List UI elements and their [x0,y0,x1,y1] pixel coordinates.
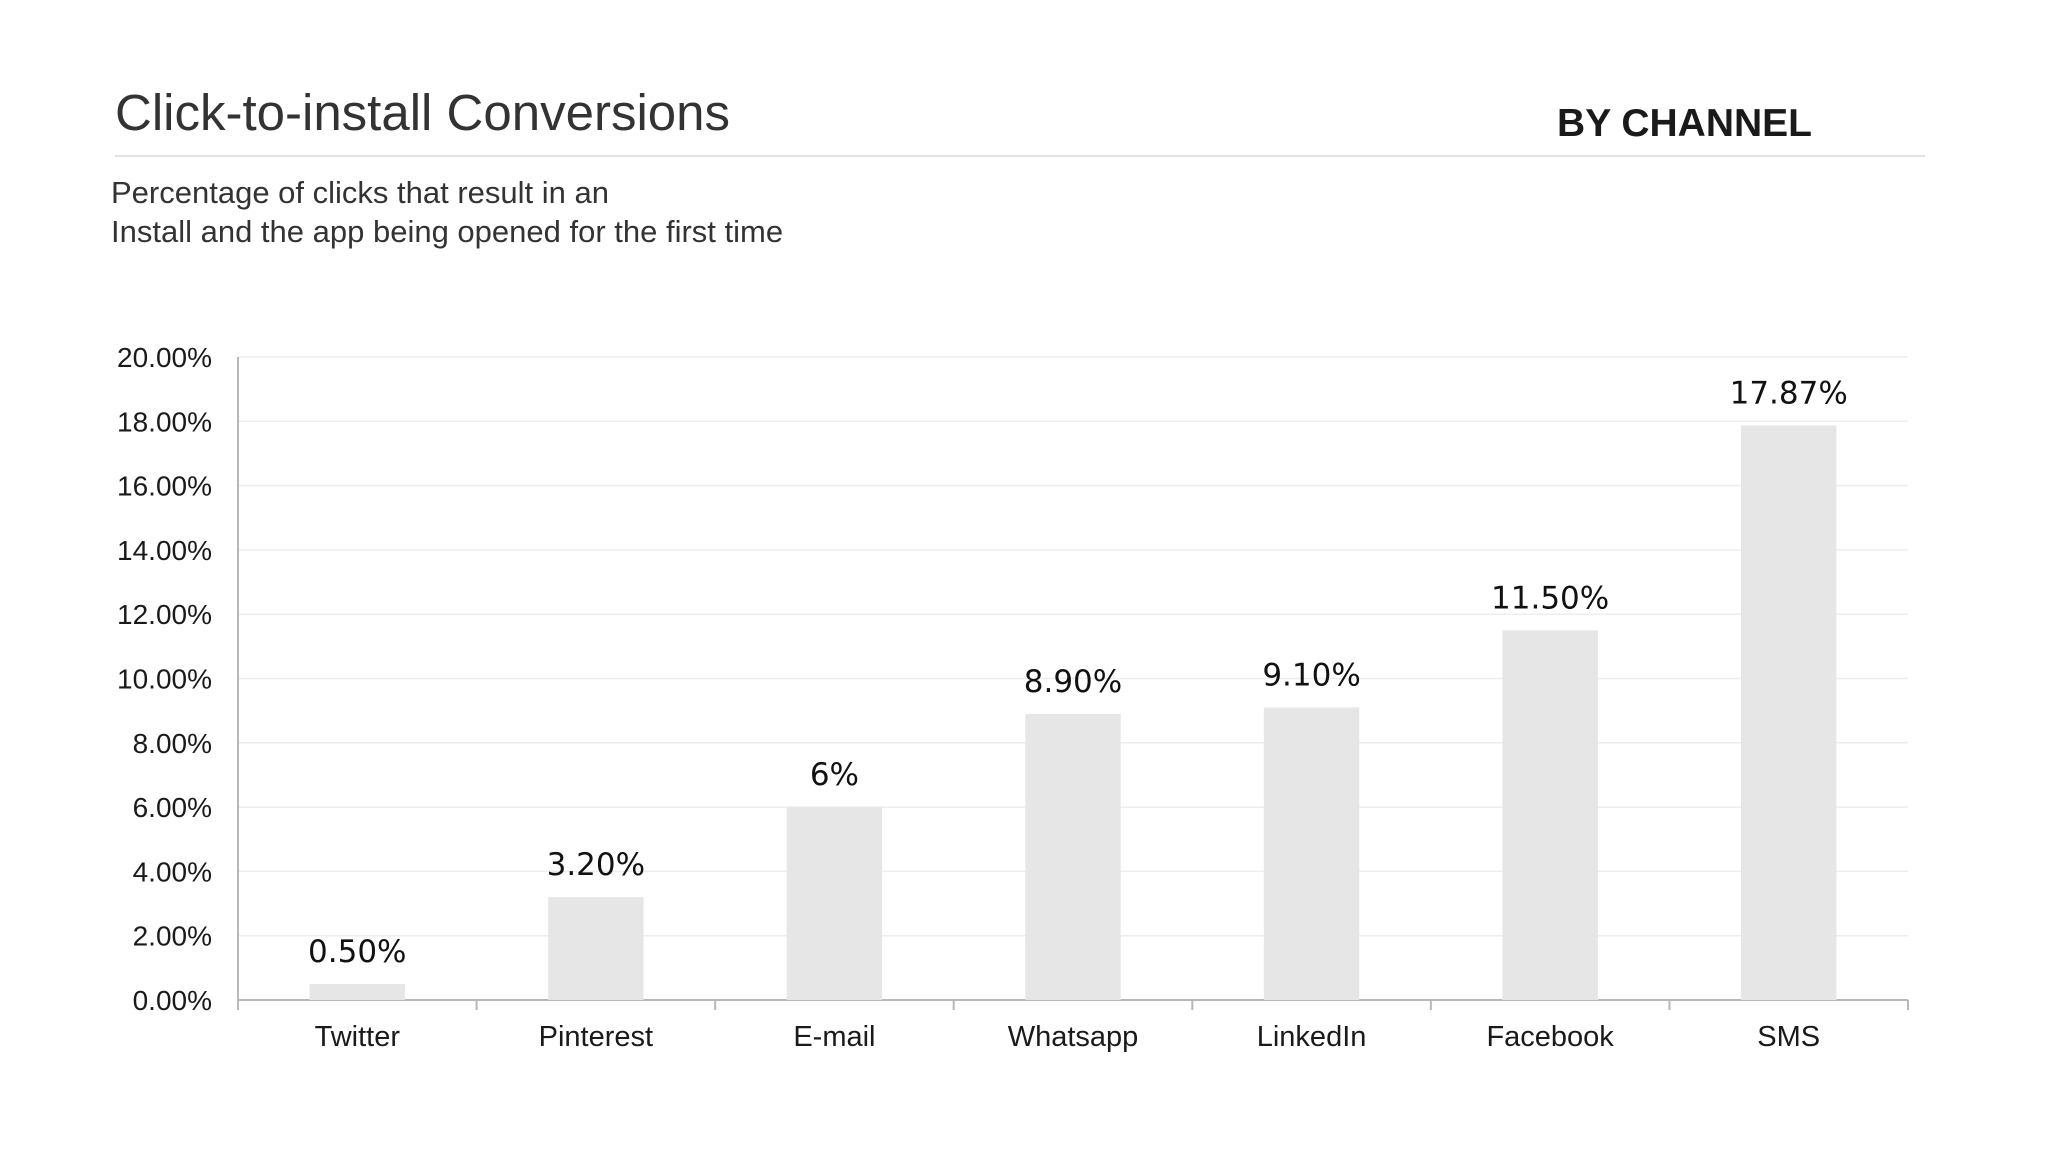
title-divider [115,155,1925,157]
y-tick-label: 10.00% [117,664,212,695]
chart-title: Click-to-install Conversions [115,84,731,141]
bar-pinterest [548,897,644,1000]
chart-subtitle: Percentage of clicks that result in an I… [111,173,783,251]
data-label: 6% [810,757,859,793]
bar-facebook [1502,630,1598,1000]
x-tick-label: E-mail [793,1021,875,1053]
x-tick-label: Facebook [1486,1021,1614,1053]
data-label: 8.90% [1024,664,1122,700]
y-tick-label: 4.00% [133,856,212,887]
y-tick-label: 16.00% [117,471,212,502]
y-tick-label: 6.00% [133,792,212,823]
bar-whatsapp [1025,713,1121,1000]
y-tick-label: 18.00% [117,406,212,437]
bar-sms [1741,425,1837,1000]
subtitle-line-2: Install and the app being opened for the… [111,214,784,249]
y-tick-label: 14.00% [117,535,212,566]
y-tick-label: 8.00% [133,728,212,759]
y-tick-label: 20.00% [117,342,212,373]
subtitle-line-1: Percentage of clicks that result in an [111,175,609,210]
y-tick-label: 0.00% [133,985,212,1016]
data-label: 0.50% [308,934,406,970]
data-label: 17.87% [1730,375,1848,411]
data-label: 3.20% [547,847,645,883]
x-tick-label: Twitter [315,1021,401,1053]
data-label: 9.10% [1262,657,1360,693]
x-tick-label: LinkedIn [1257,1021,1367,1053]
bar-twitter [309,983,405,1000]
x-tick-label: Pinterest [539,1021,653,1053]
bar-e-mail [786,807,883,1000]
y-tick-label: 12.00% [117,599,212,630]
x-tick-label: SMS [1757,1021,1820,1053]
bar-linkedin [1263,707,1360,1000]
data-label: 11.50% [1491,580,1609,616]
section-label: BY CHANNEL [1557,102,1812,145]
x-tick-label: Whatsapp [1008,1021,1139,1053]
y-tick-label: 2.00% [133,921,212,952]
